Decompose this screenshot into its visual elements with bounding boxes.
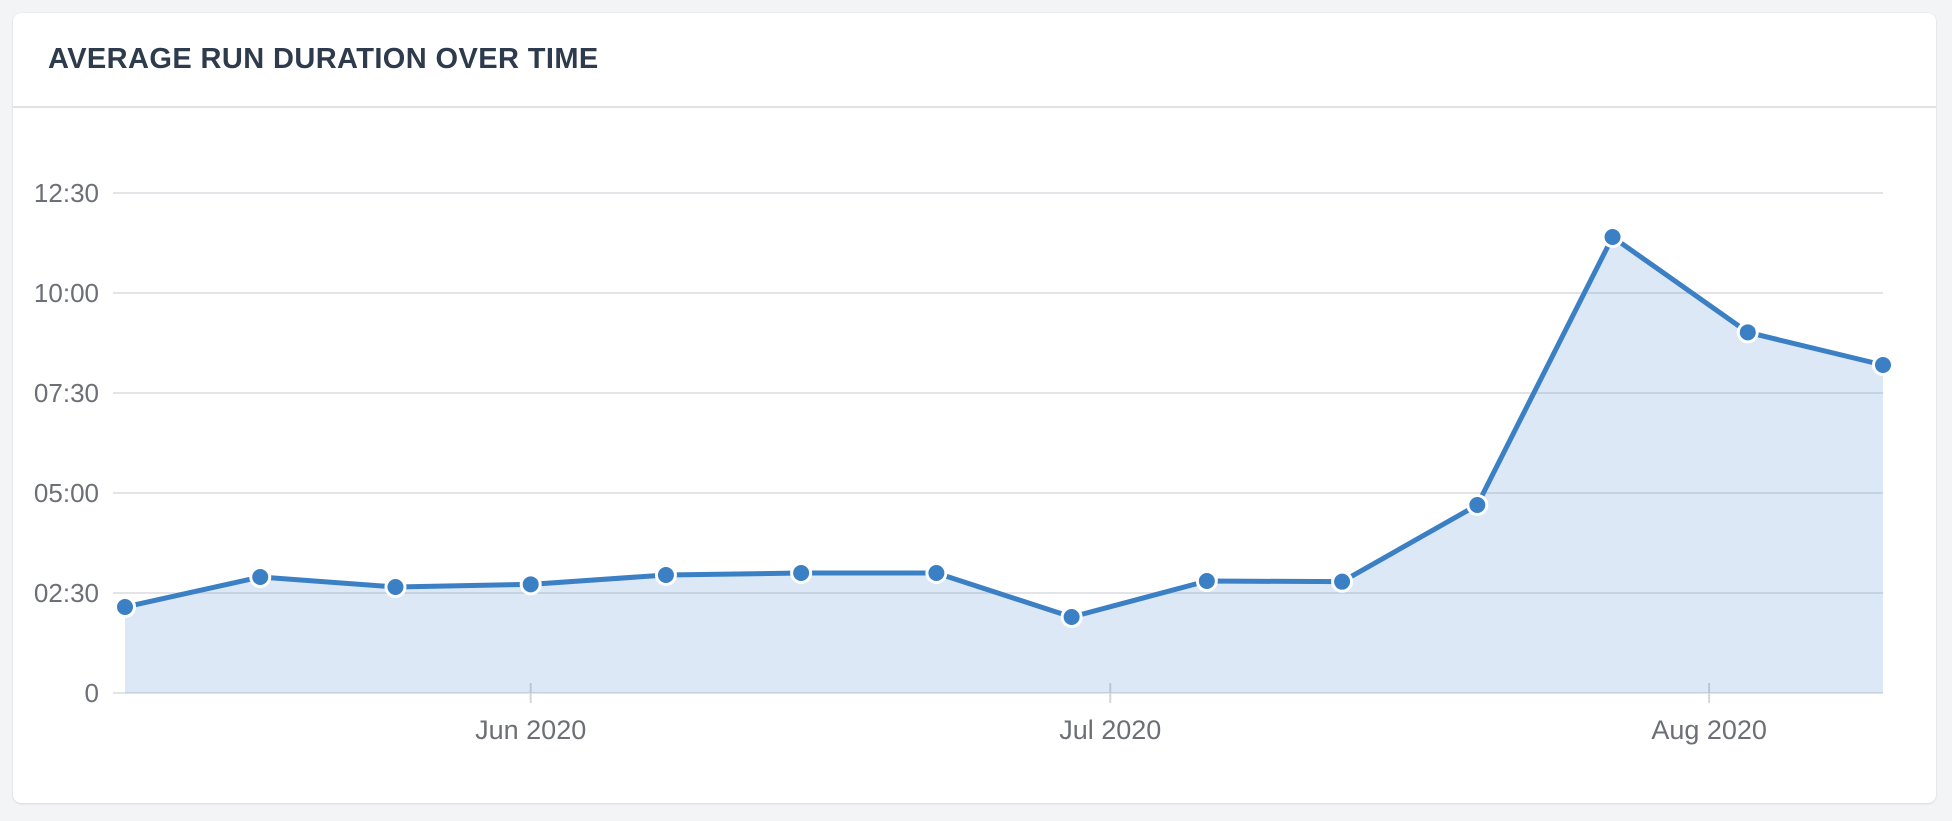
run-duration-chart: 0 02:30 05:00 07:30 10:00 12:30 Jun 2020 Jul 20… — [34, 178, 1894, 745]
chart-card-header: AVERAGE RUN DURATION OVER TIME — [13, 13, 1936, 108]
x-axis-label: Aug 2020 — [1651, 715, 1767, 745]
x-axis-label: Jul 2020 — [1059, 715, 1161, 745]
area-fill — [125, 237, 1883, 693]
y-axis-label: 10:00 — [34, 278, 99, 308]
data-point[interactable] — [1331, 570, 1354, 593]
data-point[interactable] — [249, 566, 272, 588]
data-point[interactable] — [114, 596, 136, 618]
data-point[interactable] — [654, 564, 677, 586]
data-point[interactable] — [790, 562, 813, 584]
data-point[interactable] — [1195, 570, 1218, 592]
y-axis-label: 0 — [85, 678, 99, 708]
data-point[interactable] — [1736, 321, 1759, 344]
data-point[interactable] — [384, 576, 407, 598]
y-axis-label: 02:30 — [34, 578, 99, 608]
data-point[interactable] — [519, 573, 542, 596]
data-point[interactable] — [1466, 494, 1489, 516]
trend-line — [122, 234, 1886, 620]
chart-card: AVERAGE RUN DURATION OVER TIME 0 02:30 05:… — [13, 13, 1936, 803]
chart-plot-area: 0 02:30 05:00 07:30 10:00 12:30 Jun 2020 Jul 20… — [13, 13, 1936, 803]
data-point[interactable] — [1060, 606, 1083, 628]
y-axis-label: 07:30 — [34, 378, 99, 408]
y-axis-label: 12:30 — [34, 178, 99, 208]
y-axis-label: 05:00 — [34, 478, 99, 508]
data-point[interactable] — [1601, 226, 1624, 248]
data-point[interactable] — [925, 562, 948, 584]
x-axis-label: Jun 2020 — [475, 715, 586, 745]
chart-title: AVERAGE RUN DURATION OVER TIME — [48, 43, 599, 75]
data-point[interactable] — [1872, 354, 1894, 376]
